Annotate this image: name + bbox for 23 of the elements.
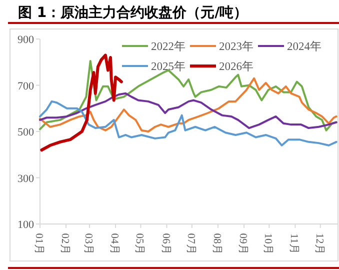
x-tick-label: 02月 xyxy=(59,233,72,255)
x-tick-label: 09月 xyxy=(236,233,249,255)
legend-label: 2026年 xyxy=(219,60,254,73)
legend-label: 2024年 xyxy=(287,40,322,53)
x-tick-label: 08月 xyxy=(210,233,223,255)
y-tick-label: 300 xyxy=(18,172,34,185)
x-tick-label: 01月 xyxy=(33,233,45,255)
x-tick-label: 04月 xyxy=(108,233,121,255)
legend-label: 2025年 xyxy=(151,60,186,73)
y-tick-label: 500 xyxy=(18,126,34,138)
y-tick-label: 700 xyxy=(18,80,34,92)
y-tick-label: 900 xyxy=(18,34,34,46)
x-tick-label: 11月 xyxy=(288,233,300,255)
chart-title: 图 1：原油主力合约收盘价（元/吨） xyxy=(18,4,248,21)
x-tick-label: 06月 xyxy=(160,233,172,255)
y-tick-label: 100 xyxy=(18,219,34,231)
x-tick-label: 05月 xyxy=(134,233,146,255)
legend-label: 2023年 xyxy=(219,40,254,53)
x-tick-label: 12月 xyxy=(313,233,326,255)
x-tick-label: 10月 xyxy=(262,233,274,255)
legend-label: 2022年 xyxy=(151,40,186,53)
x-tick-label: 03月 xyxy=(82,233,95,255)
x-tick-label: 07月 xyxy=(184,233,197,255)
